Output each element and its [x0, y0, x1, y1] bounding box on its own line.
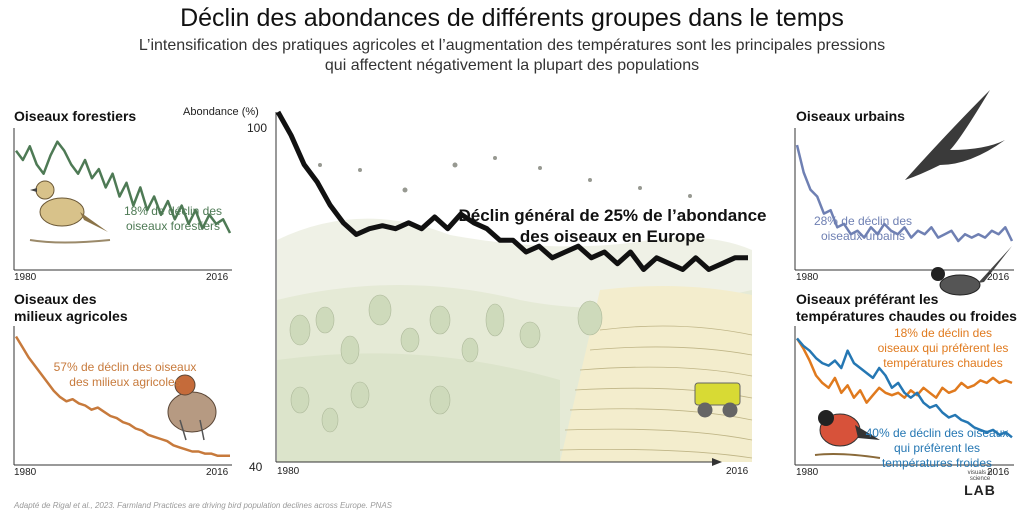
farm-series-line [14, 335, 230, 457]
main-series-line [275, 110, 748, 272]
cold-annotation-line-1: 40% de déclin des oiseaux [865, 426, 1009, 440]
main-annotation-line-1: Déclin général de 25% de l’abondance [458, 206, 767, 225]
forest-chart [13, 128, 232, 271]
urban-annotation-line-2: oiseaux urbains [820, 229, 906, 243]
page-title: Déclin des abondances de différents grou… [180, 4, 844, 32]
forest-series-line [15, 140, 232, 234]
farm-title-line-2: milieux agricoles [14, 308, 128, 324]
cold-annotation-line-2: qui préfèrent les [893, 441, 981, 455]
temperature-x-tick-1980: 1980 [796, 467, 819, 478]
source-citation: Adapté de Rigal et al., 2023. Farmland P… [14, 501, 392, 510]
warm-series-line [795, 337, 1013, 404]
partridge-bird-icon [167, 374, 217, 441]
farm-title-line-1: Oiseaux des [14, 291, 97, 307]
lab-logo: visuals in science LAB [960, 470, 1000, 512]
forest-title: Oiseaux forestiers [14, 108, 137, 124]
magpie-bird-icon [931, 246, 1012, 296]
warm-annotation-line-1: 18% de déclin des [893, 326, 993, 340]
subtitle-line-2: qui affectent négativement la plupart de… [324, 57, 700, 74]
urban-chart [794, 128, 1014, 271]
main-x-tick-1980: 1980 [277, 466, 300, 477]
page-subtitle: L’intensification des pratiques agricole… [60, 36, 964, 76]
urban-series-line [795, 144, 1014, 243]
main-y-tick-40: 40 [249, 460, 263, 474]
main-chart [275, 110, 748, 466]
main-y-tick-100: 100 [247, 121, 268, 135]
urban-annotation-line-1: 28% de déclin des [813, 214, 913, 228]
swift-bird-icon [905, 90, 1005, 180]
farm-x-tick-2016: 2016 [206, 467, 229, 478]
bullfinch-bird-icon [814, 410, 881, 459]
main-x-axis-arrow [712, 458, 722, 466]
cold-annotation: 40% de déclin des oiseaux qui préfèrent … [862, 426, 1012, 471]
urban-x-tick-1980: 1980 [796, 272, 819, 283]
forest-x-tick-2016: 2016 [206, 272, 229, 283]
forest-x-tick-1980: 1980 [14, 272, 37, 283]
warm-annotation: 18% de déclin des oiseaux qui préfèrent … [868, 326, 1018, 371]
main-annotation: Déclin général de 25% de l’abondance des… [420, 205, 805, 247]
farm-x-tick-1980: 1980 [14, 467, 37, 478]
temperature-title: Oiseaux préférant les températures chaud… [796, 291, 1017, 325]
main-x-tick-2016: 2016 [726, 466, 749, 477]
forest-annotation-line-2: oiseaux forestiers [125, 219, 221, 233]
cold-annotation-line-3: températures froides [881, 456, 993, 470]
temperature-title-line-2: températures chaudes ou froides [796, 308, 1017, 324]
subtitle-line-1: L’intensification des pratiques agricole… [138, 37, 886, 54]
farm-annotation: 57% de déclin des oiseaux des milieux ag… [40, 360, 210, 390]
urban-annotation: 28% de déclin des oiseaux urbains [808, 214, 918, 244]
warm-annotation-line-2: oiseaux qui préfèrent les [877, 341, 1009, 355]
farm-title: Oiseaux des milieux agricoles [14, 291, 128, 325]
temperature-title-line-1: Oiseaux préférant les [796, 291, 939, 307]
pipit-bird-icon [29, 180, 111, 244]
urban-x-tick-2016: 2016 [987, 272, 1010, 283]
cold-series-line [796, 337, 1013, 439]
forest-annotation-line-1: 18% de déclin des [123, 204, 223, 218]
warm-annotation-line-3: températures chaudes [883, 356, 1003, 370]
forest-annotation: 18% de déclin des oiseaux forestiers [108, 204, 238, 234]
landscape-illustration [277, 156, 753, 462]
main-y-axis-label: Abondance (%) [183, 106, 259, 118]
urban-title: Oiseaux urbains [796, 108, 905, 124]
farm-annotation-line-2: des milieux agricoles [69, 375, 181, 389]
temperature-chart [794, 326, 1014, 466]
farm-annotation-line-1: 57% de déclin des oiseaux [53, 360, 197, 374]
farm-chart [13, 326, 232, 466]
logo-lab-text: LAB [964, 482, 996, 498]
temperature-x-tick-2016: 2016 [987, 467, 1010, 478]
logo-small-text: visuals in science [967, 470, 993, 482]
main-annotation-line-2: des oiseaux en Europe [519, 227, 706, 246]
